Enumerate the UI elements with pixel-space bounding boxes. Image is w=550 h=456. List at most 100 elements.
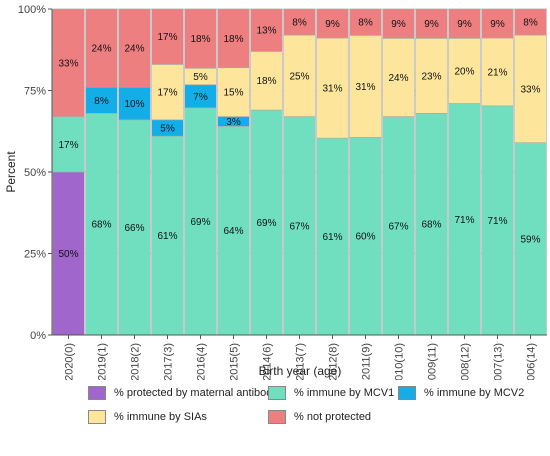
- x-tick-label: 2019(1): [97, 343, 109, 380]
- legend-label: % immune by SIAs: [114, 411, 207, 423]
- data-label: 67%: [289, 221, 309, 232]
- data-label: 24%: [91, 44, 111, 55]
- bar-segment: [382, 38, 415, 117]
- bar-segment: [184, 8, 217, 69]
- x-tick-label: 2012(8): [328, 343, 340, 380]
- data-label: 18%: [190, 34, 210, 45]
- y-axis-label: Percent: [4, 151, 18, 193]
- data-label: 31%: [355, 82, 375, 93]
- legend-item: % not protected: [268, 410, 371, 424]
- legend-item: % immune by MCV2: [398, 386, 524, 400]
- bar-segment: [514, 34, 547, 143]
- data-label: 68%: [421, 220, 441, 231]
- bar-segment: [415, 8, 448, 39]
- data-label: 71%: [454, 215, 474, 226]
- x-tick-label: 2011(9): [361, 343, 373, 380]
- x-tick-label: 2007(13): [493, 343, 505, 380]
- bar-segment: [283, 8, 316, 36]
- bar-labels: 50% 17% 33% 68% 8% 24% 66% 10% 24% 61% 5% 17% 17% 69%…: [58, 18, 540, 260]
- data-label: 24%: [388, 73, 408, 84]
- data-label: 10%: [124, 99, 144, 110]
- bars: [52, 8, 547, 336]
- bar-segment: [118, 86, 151, 121]
- bar-segment: [316, 137, 349, 336]
- data-label: 25%: [289, 71, 309, 82]
- bar-segment: [349, 35, 382, 138]
- bar-segment: [349, 8, 382, 36]
- x-tick-label: 2020(0): [64, 343, 76, 380]
- data-label: 9%: [325, 19, 340, 30]
- data-label: 9%: [424, 19, 439, 30]
- x-tick-label: 2014(6): [262, 343, 274, 380]
- data-label: 61%: [157, 231, 177, 242]
- bar-segment: [250, 109, 283, 336]
- data-label: 17%: [157, 88, 177, 99]
- bar-segment: [118, 8, 151, 88]
- data-label: 24%: [124, 44, 144, 55]
- x-tick-label: 2010(10): [394, 343, 406, 380]
- bar-segment: [316, 8, 349, 39]
- bar-segment: [52, 116, 85, 173]
- data-label: 33%: [520, 84, 540, 95]
- y-tick-label: 100%: [18, 4, 46, 16]
- data-label: 20%: [454, 66, 474, 77]
- bar-segment: [85, 86, 118, 114]
- bar-segment: [217, 126, 250, 336]
- data-label: 66%: [124, 223, 144, 234]
- x-tick-label: 2008(12): [460, 343, 472, 380]
- legend-label: % immune by MCV2: [424, 387, 525, 399]
- bar-segment: [514, 142, 547, 336]
- data-label: 69%: [256, 218, 276, 229]
- bar-segment: [415, 38, 448, 114]
- bar-segment: [481, 37, 514, 107]
- data-label: 18%: [256, 76, 276, 87]
- legend-swatch: [268, 386, 286, 400]
- data-label: 23%: [421, 71, 441, 82]
- data-label: 5%: [160, 123, 175, 134]
- legend-label: % protected by maternal antibody: [114, 387, 278, 399]
- x-tick-label: 2018(2): [130, 343, 142, 380]
- y-tick-label: 50%: [24, 167, 46, 179]
- y-tick-label: 75%: [24, 86, 46, 98]
- legend-item: % protected by maternal antibody: [88, 386, 278, 400]
- data-label: 13%: [256, 26, 276, 37]
- y-tick-label: 0%: [30, 330, 46, 342]
- bar-segment: [184, 107, 217, 336]
- data-label: 17%: [58, 140, 78, 151]
- bar-segment: [250, 8, 283, 52]
- data-label: 69%: [190, 217, 210, 228]
- data-label: 31%: [322, 84, 342, 95]
- bar-segment: [52, 171, 85, 336]
- data-label: 50%: [58, 249, 78, 260]
- x-tick-label: 2013(7): [295, 343, 307, 380]
- x-tick-label: 2009(11): [427, 343, 439, 380]
- x-tick-label: 2015(5): [229, 343, 241, 380]
- bar-segment: [217, 8, 250, 68]
- bar-segment: [481, 8, 514, 39]
- legend-item: % immune by MCV1: [268, 386, 394, 400]
- x-tick-label: 2006(14): [526, 343, 538, 380]
- stacked-bar-chart: 50% 17% 33% 68% 8% 24% 66% 10% 24% 61% 5% 17% 17% 69%…: [4, 4, 547, 380]
- bar-segment: [448, 38, 481, 104]
- bar-segment: [151, 135, 184, 336]
- data-label: 21%: [487, 67, 507, 78]
- legend-item: % immune by SIAs: [88, 410, 207, 424]
- bar-segment: [52, 8, 85, 117]
- data-label: 60%: [355, 232, 375, 243]
- data-label: 59%: [520, 234, 540, 245]
- data-label: 17%: [157, 32, 177, 43]
- data-label: 64%: [223, 226, 243, 237]
- bar-segment: [85, 8, 118, 88]
- data-label: 7%: [193, 92, 208, 103]
- data-label: 9%: [457, 19, 472, 30]
- data-label: 8%: [523, 18, 538, 29]
- data-label: 15%: [223, 88, 243, 99]
- x-tick-label: 2017(3): [163, 343, 175, 380]
- data-label: 68%: [91, 220, 111, 231]
- data-label: 9%: [391, 19, 406, 30]
- bar-segment: [151, 64, 184, 121]
- bar-segment: [382, 8, 415, 39]
- data-label: 61%: [322, 232, 342, 243]
- y-tick-label: 25%: [24, 249, 46, 261]
